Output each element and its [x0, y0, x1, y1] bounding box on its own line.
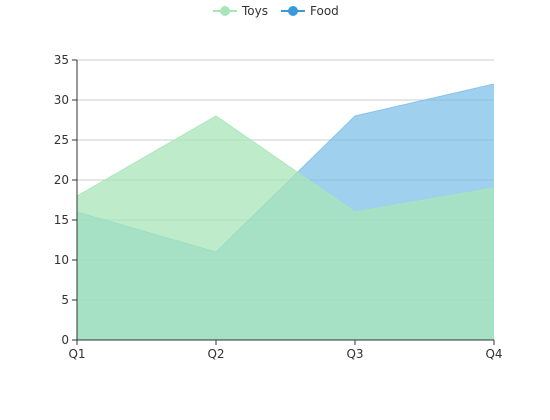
- x-tick-label-q2: Q2: [207, 347, 224, 361]
- legend[interactable]: Toys Food: [213, 4, 339, 18]
- line-toys: [76, 115, 495, 213]
- x-tick-label-q1: Q1: [68, 347, 85, 361]
- x-tick-label-q4: Q4: [485, 347, 502, 361]
- y-tick-label: 35: [54, 53, 69, 67]
- y-tick-label: 10: [54, 253, 69, 267]
- area-toys: [77, 116, 494, 340]
- legend-dot-icon: [288, 6, 298, 16]
- y-tick-label: 0: [61, 333, 69, 347]
- axes: 0 5 10 15 20 25 30 35 Q1 Q2 Q3 Q4: [54, 53, 503, 361]
- y-tick-label: 20: [54, 173, 69, 187]
- legend-item-food[interactable]: Food: [281, 4, 339, 18]
- legend-label: Food: [310, 4, 339, 18]
- y-tick-label: 25: [54, 133, 69, 147]
- y-tick-label: 5: [61, 293, 69, 307]
- legend-item-toys[interactable]: Toys: [213, 4, 268, 18]
- x-tick-label-q3: Q3: [346, 347, 363, 361]
- legend-label: Toys: [241, 4, 268, 18]
- legend-dot-icon: [220, 6, 230, 16]
- series-areas: [76, 83, 495, 340]
- y-tick-label: 15: [54, 213, 69, 227]
- y-tick-label: 30: [54, 93, 69, 107]
